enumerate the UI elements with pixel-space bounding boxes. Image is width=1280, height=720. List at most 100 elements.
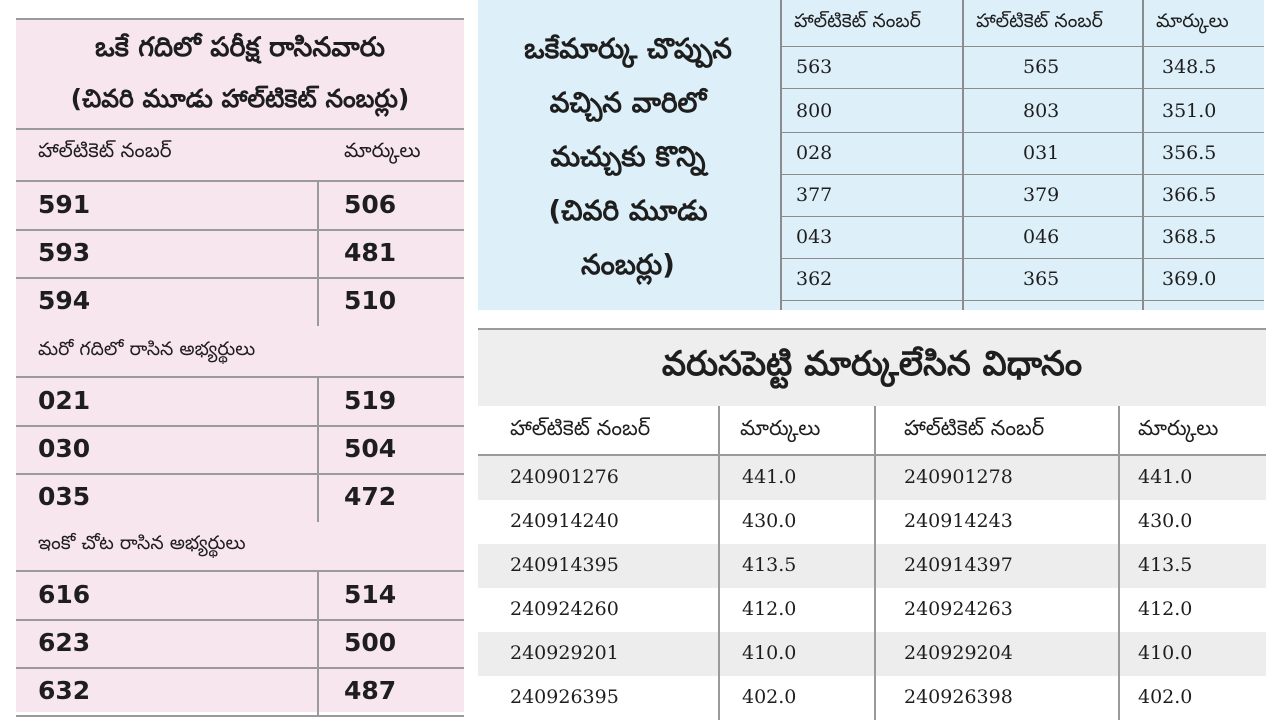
column-divider bbox=[874, 406, 876, 720]
marks-value: 402.0 bbox=[742, 686, 797, 708]
divider bbox=[780, 88, 1264, 89]
ticket-number: 563 bbox=[796, 56, 833, 78]
divider bbox=[780, 174, 1264, 175]
marks-value: 413.5 bbox=[742, 554, 797, 576]
divider bbox=[16, 667, 464, 669]
divider bbox=[16, 180, 464, 182]
left-table-title: ఒకే గదిలో పరీక్ష రాసినవారు bbox=[95, 32, 385, 63]
marks-value: 402.0 bbox=[1138, 686, 1193, 708]
column-header: హాల్‌టికెట్ నంబర్ bbox=[976, 10, 1103, 32]
marks-value: 413.5 bbox=[1138, 554, 1193, 576]
divider bbox=[780, 46, 1264, 47]
marks-value: 504 bbox=[344, 434, 397, 463]
divider bbox=[16, 229, 464, 231]
divider bbox=[16, 128, 464, 130]
marks-value: 430.0 bbox=[742, 510, 797, 532]
marks-value: 412.0 bbox=[742, 598, 797, 620]
divider bbox=[16, 473, 464, 475]
ticket-number: 240926395 bbox=[510, 686, 619, 708]
ticket-number: 031 bbox=[1023, 142, 1060, 164]
ticket-number: 240929201 bbox=[510, 642, 619, 664]
caption-line: నంబర్లు) bbox=[581, 248, 675, 281]
marks-value: 366.5 bbox=[1162, 184, 1217, 206]
ticket-number: 240914240 bbox=[510, 510, 619, 532]
same-marks-caption: ఒకేమార్కు చొప్పున వచ్చిన వారిలో మచ్చుకు కొ… bbox=[478, 22, 778, 292]
divider bbox=[16, 570, 464, 572]
left-table-subtitle: (చివరి మూడు హాల్‌టికెట్ నంబర్లు) bbox=[70, 84, 410, 113]
column-divider bbox=[780, 0, 782, 310]
ticket-number: 043 bbox=[796, 226, 833, 248]
ticket-number: 365 bbox=[1023, 268, 1060, 290]
column-divider bbox=[317, 572, 319, 716]
table-row bbox=[478, 544, 1266, 588]
sequential-marks-panel: వరుసపెట్టి మార్కులేసిన విధానం హాల్‌టికెట… bbox=[478, 328, 1266, 720]
ticket-number: 240924260 bbox=[510, 598, 619, 620]
ticket-number: 240914243 bbox=[904, 510, 1013, 532]
marks-value: 481 bbox=[344, 238, 397, 267]
marks-value: 441.0 bbox=[1138, 466, 1193, 488]
marks-value: 356.5 bbox=[1162, 142, 1217, 164]
marks-value: 368.5 bbox=[1162, 226, 1217, 248]
marks-value: 514 bbox=[344, 580, 397, 609]
caption-line: వచ్చిన వారిలో bbox=[549, 86, 707, 119]
ticket-number: 632 bbox=[38, 676, 91, 705]
marks-value: 500 bbox=[344, 628, 397, 657]
marks-value: 487 bbox=[344, 676, 397, 705]
ticket-number: 035 bbox=[38, 482, 91, 511]
marks-value: 348.5 bbox=[1162, 56, 1217, 78]
marks-value: 410.0 bbox=[742, 642, 797, 664]
marks-value: 410.0 bbox=[1138, 642, 1193, 664]
group-label: ఇంకో చోట రాసిన అభ్యర్థులు bbox=[38, 532, 246, 554]
ticket-number: 594 bbox=[38, 286, 91, 315]
table-row bbox=[478, 632, 1266, 676]
marks-value: 351.0 bbox=[1162, 100, 1217, 122]
divider bbox=[16, 619, 464, 621]
header-ticket: హాల్‌టికెట్ నంబర్ bbox=[38, 138, 172, 162]
divider bbox=[780, 258, 1264, 259]
column-header: మార్కులు bbox=[1138, 416, 1219, 440]
column-divider bbox=[1118, 406, 1120, 720]
ticket-number: 046 bbox=[1023, 226, 1060, 248]
marks-value: 430.0 bbox=[1138, 510, 1193, 532]
ticket-number: 240929204 bbox=[904, 642, 1013, 664]
marks-value: 519 bbox=[344, 386, 397, 415]
divider bbox=[16, 715, 464, 717]
header-marks: మార్కులు bbox=[344, 138, 421, 162]
ticket-number: 803 bbox=[1023, 100, 1060, 122]
column-divider bbox=[317, 182, 319, 326]
column-divider bbox=[317, 378, 319, 522]
divider bbox=[478, 454, 1266, 456]
table-row bbox=[478, 456, 1266, 500]
group-label: మరో గదిలో రాసిన అభ్యర్థులు bbox=[38, 338, 256, 360]
ticket-number: 240926398 bbox=[904, 686, 1013, 708]
ticket-number: 030 bbox=[38, 434, 91, 463]
caption-line: (చివరి మూడు bbox=[548, 194, 708, 227]
ticket-number: 623 bbox=[38, 628, 91, 657]
marks-value: 441.0 bbox=[742, 466, 797, 488]
column-header: మార్కులు bbox=[1156, 10, 1229, 32]
ticket-number: 240914395 bbox=[510, 554, 619, 576]
marks-value: 510 bbox=[344, 286, 397, 315]
divider bbox=[16, 277, 464, 279]
column-divider bbox=[718, 406, 720, 720]
column-divider bbox=[1142, 0, 1144, 310]
divider bbox=[16, 425, 464, 427]
ticket-number: 591 bbox=[38, 190, 91, 219]
sequential-marks-title-bar: వరుసపెట్టి మార్కులేసిన విధానం bbox=[478, 328, 1266, 406]
caption-line: మచ్చుకు కొన్ని bbox=[550, 140, 706, 173]
ticket-number: 240901278 bbox=[904, 466, 1013, 488]
ticket-number: 362 bbox=[796, 268, 833, 290]
column-header: హాల్‌టికెట్ నంబర్ bbox=[510, 416, 651, 440]
column-header: హాల్‌టికెట్ నంబర్ bbox=[904, 416, 1045, 440]
ticket-number: 240914397 bbox=[904, 554, 1013, 576]
left-table-panel: ఒకే గదిలో పరీక్ష రాసినవారు (చివరి మూడు హ… bbox=[16, 18, 464, 717]
ticket-number: 240901276 bbox=[510, 466, 619, 488]
column-header: మార్కులు bbox=[740, 416, 821, 440]
ticket-number: 565 bbox=[1023, 56, 1060, 78]
ticket-number: 240924263 bbox=[904, 598, 1013, 620]
ticket-number: 379 bbox=[1023, 184, 1060, 206]
marks-value: 412.0 bbox=[1138, 598, 1193, 620]
ticket-number: 028 bbox=[796, 142, 833, 164]
ticket-number: 377 bbox=[796, 184, 833, 206]
divider bbox=[16, 376, 464, 378]
